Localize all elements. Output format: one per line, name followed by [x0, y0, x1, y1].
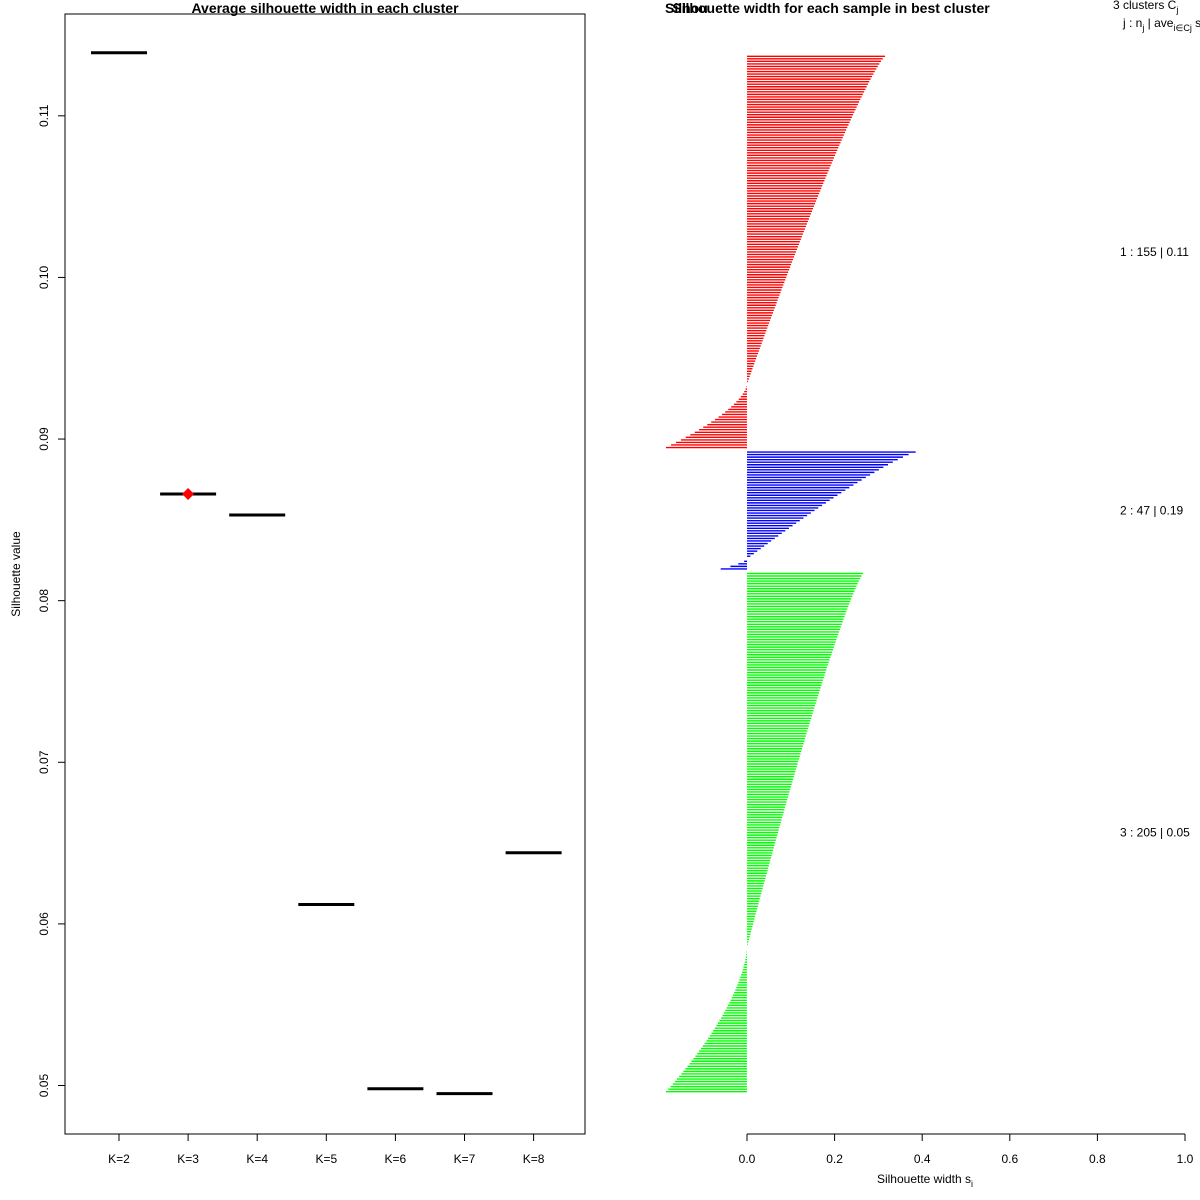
right-x-tick-label: 0.6: [1001, 1152, 1018, 1166]
cluster-table-header: 3 clusters Cj j : nj | avei∈Cj s: [1113, 0, 1200, 33]
right-chart-title: Silhouette width for each sample in best…: [672, 0, 990, 16]
cluster-labels: 1 : 155 | 0.11 2 : 47 | 0.19 3 : 205 | 0.0…: [1120, 245, 1190, 840]
cluster-1-label: 1 : 155 | 0.11: [1120, 245, 1189, 259]
right-x-tick-label: 0.2: [826, 1152, 843, 1166]
left-x-tick-label: K=7: [454, 1152, 476, 1166]
left-y-axis-label: Silhouette value: [9, 531, 23, 617]
right-title-overlap: Silhou: [665, 0, 708, 16]
right-x-tick-label: 0.4: [914, 1152, 931, 1166]
clusters-header-line2: j : nj | avei∈Cj s: [1122, 16, 1200, 33]
right-x-tick-label: 0.8: [1089, 1152, 1106, 1166]
cluster-2-label: 2 : 47 | 0.19: [1120, 503, 1183, 517]
left-y-tick-label: 0.11: [37, 104, 51, 127]
sample-silhouette-panel: Silhouette width for each sample in best…: [665, 0, 1200, 1189]
right-x-tick-label: 1.0: [1177, 1152, 1194, 1166]
left-plot-frame: [64, 13, 586, 1135]
best-k-marker: [182, 488, 195, 500]
right-x-axis: 0.0 0.2 0.4 0.6 0.8 1.0: [739, 1133, 1194, 1166]
left-x-tick-label: K=6: [385, 1152, 407, 1166]
left-y-tick-label: 0.07: [37, 750, 51, 774]
left-x-tick-label: K=2: [108, 1152, 130, 1166]
left-x-tick-label: K=3: [177, 1152, 199, 1166]
left-chart-title: Average silhouette width in each cluster: [191, 0, 459, 16]
cluster-3-label: 3 : 205 | 0.05: [1120, 826, 1190, 840]
left-marks: [91, 51, 562, 1096]
left-y-tick-label: 0.09: [37, 427, 51, 451]
clusters-header-line1: 3 clusters Cj: [1113, 0, 1178, 15]
left-x-tick-label: K=8: [523, 1152, 545, 1166]
left-y-tick-label: 0.10: [37, 265, 51, 289]
right-x-tick-label: 0.0: [739, 1152, 756, 1166]
right-x-axis-label: Silhouette width si: [877, 1172, 973, 1189]
left-x-axis: K=2 K=3 K=4 K=5 K=6 K=7 K=8: [108, 1133, 545, 1166]
silhouette-bars: [665, 55, 916, 1093]
left-y-axis: 0.05 0.06 0.07 0.08 0.09 0.10 0.11: [37, 104, 66, 1098]
left-y-tick-label: 0.06: [37, 912, 51, 936]
left-x-tick-label: K=4: [246, 1152, 268, 1166]
left-x-tick-label: K=5: [315, 1152, 337, 1166]
average-silhouette-panel: Average silhouette width in each cluster…: [9, 0, 586, 1166]
left-y-tick-label: 0.05: [37, 1074, 51, 1098]
left-y-tick-label: 0.08: [37, 589, 51, 613]
